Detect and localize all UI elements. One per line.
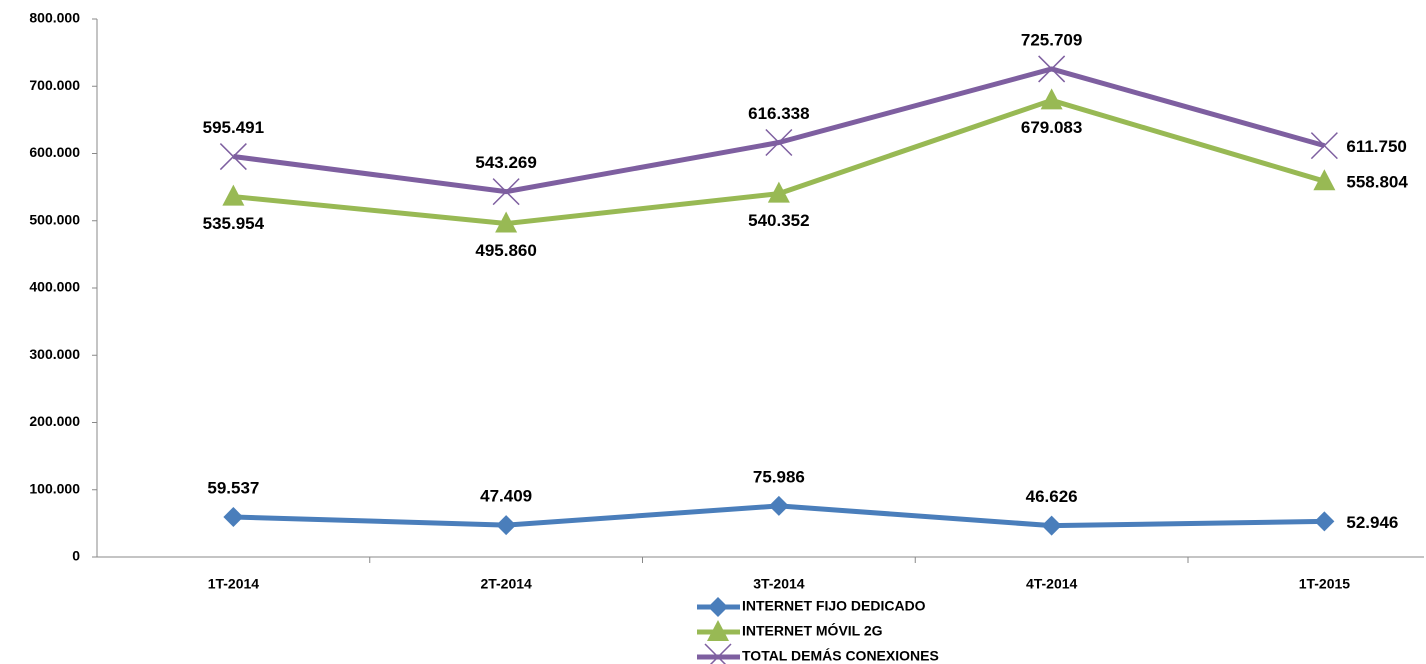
x-tick-label: 2T-2014 bbox=[480, 576, 532, 592]
data-label: 495.860 bbox=[475, 241, 536, 260]
marker bbox=[765, 128, 793, 157]
marker bbox=[704, 643, 732, 664]
y-tick-label: 800.000 bbox=[29, 10, 80, 26]
data-label: 611.750 bbox=[1346, 137, 1407, 156]
data-label: 47.409 bbox=[480, 487, 532, 506]
marker bbox=[1041, 515, 1062, 536]
y-tick-label: 100.000 bbox=[29, 480, 80, 496]
y-tick-label: 0 bbox=[72, 548, 80, 564]
marker bbox=[768, 495, 789, 516]
marker bbox=[222, 184, 245, 206]
marker bbox=[1310, 132, 1338, 160]
marker bbox=[767, 181, 790, 203]
y-tick-label: 400.000 bbox=[29, 279, 80, 295]
data-label: 543.269 bbox=[475, 153, 536, 172]
data-label: 52.946 bbox=[1346, 513, 1398, 532]
data-label: 679.083 bbox=[1021, 118, 1082, 137]
legend-label: TOTAL DEMÁS CONEXIONES bbox=[742, 648, 939, 664]
data-label: 535.954 bbox=[203, 214, 265, 233]
x-tick-label: 1T-2015 bbox=[1299, 576, 1351, 592]
data-label: 59.537 bbox=[207, 478, 259, 497]
marker bbox=[1314, 511, 1335, 532]
data-label: 558.804 bbox=[1346, 173, 1408, 192]
x-tick-label: 3T-2014 bbox=[753, 576, 805, 592]
marker bbox=[492, 178, 520, 206]
x-tick-label: 4T-2014 bbox=[1026, 576, 1078, 592]
data-label: 540.352 bbox=[748, 211, 809, 230]
marker bbox=[496, 515, 517, 536]
legend-label: INTERNET FIJO DEDICADO bbox=[742, 598, 926, 614]
marker bbox=[223, 506, 244, 527]
marker bbox=[707, 620, 729, 641]
marker bbox=[1040, 88, 1063, 110]
data-label: 75.986 bbox=[753, 467, 805, 486]
data-label: 616.338 bbox=[748, 104, 809, 123]
y-tick-label: 600.000 bbox=[29, 144, 80, 160]
marker bbox=[1313, 169, 1336, 191]
marker bbox=[1038, 55, 1066, 83]
data-label: 46.626 bbox=[1026, 487, 1078, 506]
marker bbox=[495, 211, 518, 233]
y-tick-label: 200.000 bbox=[29, 413, 80, 429]
y-tick-label: 700.000 bbox=[29, 77, 80, 93]
marker bbox=[219, 143, 247, 171]
legend-label: INTERNET MÓVIL 2G bbox=[742, 622, 883, 639]
marker bbox=[708, 597, 728, 617]
data-label: 725.709 bbox=[1021, 30, 1082, 49]
y-tick-label: 500.000 bbox=[29, 211, 80, 227]
y-tick-label: 300.000 bbox=[29, 346, 80, 362]
x-tick-label: 1T-2014 bbox=[208, 576, 260, 592]
data-label: 595.491 bbox=[203, 118, 264, 137]
